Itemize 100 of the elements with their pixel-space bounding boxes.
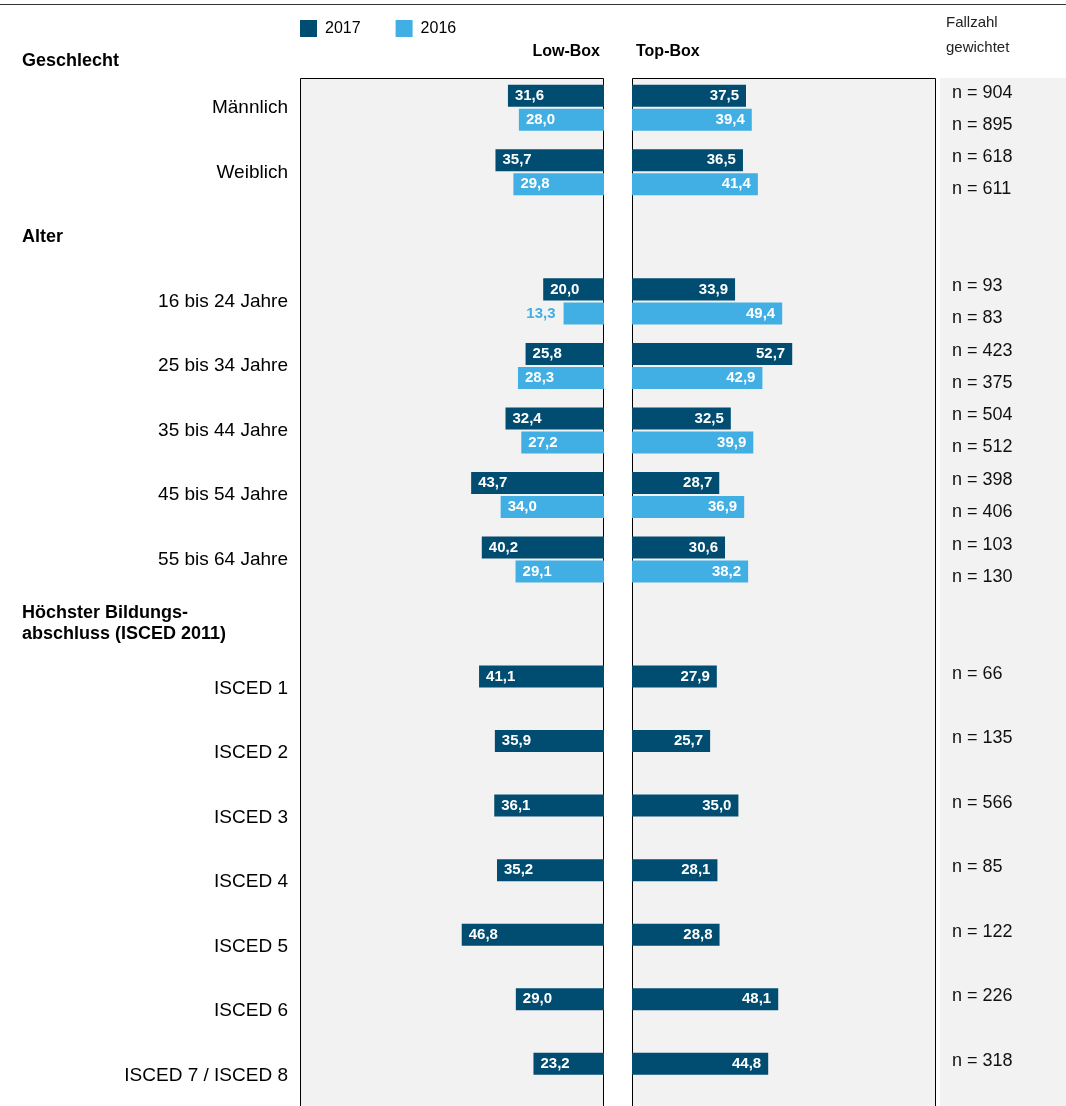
y-tick-label: ISCED 3 [214, 805, 288, 827]
x-axis-title: Top-Box [636, 42, 700, 60]
data-label: 35,2 [503, 860, 534, 878]
data-label: 28,1 [681, 860, 711, 878]
data-label: 32,4 [512, 408, 543, 426]
y-tick-label: ISCED 2 [214, 741, 288, 763]
bar [632, 173, 758, 196]
bar [632, 471, 720, 494]
y-tick-label: ISCED 4 [214, 870, 289, 892]
data-label: 36,9 [707, 497, 738, 515]
y-tick-label: 16 bis 24 Jahre [158, 289, 288, 311]
data-label: 29,8 [520, 174, 550, 192]
bar [632, 149, 743, 172]
legend-label: 2017 [325, 19, 361, 37]
data-label: 36,1 [501, 795, 531, 813]
bar [521, 431, 604, 454]
text: n = 618 [952, 145, 1013, 168]
text: n = 504 [952, 403, 1013, 426]
text: n = 904 [952, 80, 1013, 103]
data-label: 29,1 [522, 561, 552, 579]
data-label: 35,7 [502, 150, 532, 168]
y-tick-label: ISCED 7 / ISCED 8 [124, 1063, 288, 1085]
y-tick-label: 55 bis 64 Jahre [158, 547, 288, 569]
text: n = 226 [952, 984, 1013, 1007]
text: Alter [22, 225, 64, 246]
data-label: 28,0 [525, 109, 556, 127]
text: Fallzahl gewichtet [946, 12, 1011, 57]
bar [471, 471, 604, 494]
data-label: 40,2 [488, 537, 518, 555]
text: n = 318 [952, 1048, 1013, 1071]
text: n = 66 [952, 661, 1003, 684]
data-label: 52,7 [756, 344, 786, 362]
y-tick-label: 25 bis 34 Jahre [158, 354, 288, 376]
data-label: 38,2 [711, 561, 742, 579]
bar [505, 407, 604, 430]
text: n = 512 [952, 435, 1013, 458]
text: n = 83 [952, 306, 1003, 329]
data-label: 28,3 [524, 368, 555, 386]
data-label: 41,1 [486, 666, 516, 684]
data-label: 25,8 [532, 344, 562, 362]
data-label: 49,4 [745, 303, 776, 321]
text: Höchster Bildungs- abschluss (ISCED 2011) [22, 602, 227, 644]
data-label: 29,0 [522, 989, 553, 1007]
y-tick-label: Männlich [211, 96, 288, 118]
text: n = 423 [952, 338, 1013, 361]
bar [563, 302, 604, 325]
data-label: 39,9 [717, 432, 747, 450]
data-label: 37,5 [709, 85, 739, 103]
text: n = 375 [952, 370, 1013, 393]
data-label: 32,5 [694, 408, 724, 426]
data-label: 44,8 [731, 1053, 762, 1071]
data-label: 30,6 [688, 537, 719, 555]
text: n = 611 [952, 177, 1012, 200]
text: n = 135 [952, 726, 1013, 749]
text: n = 130 [952, 564, 1013, 587]
bar [632, 560, 749, 583]
data-label: 46,8 [468, 924, 498, 942]
bar [496, 859, 604, 882]
x-axis-title: Low-Box [532, 42, 601, 60]
y-tick-label: 35 bis 44 Jahre [158, 418, 288, 440]
data-label: 28,7 [683, 473, 713, 491]
bar [632, 407, 731, 430]
data-label: 48,1 [742, 989, 772, 1007]
bar [632, 495, 745, 518]
data-label: 33,9 [698, 279, 729, 297]
data-label: 31,6 [514, 85, 545, 103]
data-label: 36,5 [706, 150, 736, 168]
bar [632, 302, 783, 325]
data-label: 27,9 [680, 666, 710, 684]
text: n = 122 [952, 919, 1013, 942]
text: n = 85 [952, 855, 1003, 878]
bar [494, 730, 604, 753]
data-label: 43,7 [478, 473, 508, 491]
bar [515, 560, 604, 583]
bar [632, 536, 726, 559]
bar [632, 794, 739, 817]
data-label: 41,4 [721, 174, 752, 192]
text: Geschlecht [22, 50, 120, 71]
data-label: 20,0 [550, 279, 580, 297]
bar [632, 342, 793, 365]
bar [507, 84, 604, 107]
text: n = 103 [952, 532, 1013, 555]
bar [632, 665, 717, 688]
data-label: 39,4 [715, 109, 746, 127]
bar [632, 84, 746, 107]
data-label: 28,8 [683, 924, 713, 942]
bar [461, 923, 604, 946]
text: n = 398 [952, 467, 1013, 490]
bar [495, 149, 604, 172]
bar [632, 278, 736, 301]
text: n = 406 [952, 499, 1013, 522]
y-tick-label: ISCED 1 [214, 676, 288, 698]
data-label: 23,2 [540, 1053, 570, 1071]
y-tick-label: ISCED 6 [214, 999, 288, 1021]
y-tick-label: 45 bis 54 Jahre [158, 483, 288, 505]
text: n = 566 [952, 790, 1013, 813]
text: n = 895 [952, 112, 1013, 135]
data-label: 25,7 [673, 731, 704, 749]
text: n = 93 [952, 274, 1003, 297]
data-label: 13,3 [526, 303, 556, 321]
